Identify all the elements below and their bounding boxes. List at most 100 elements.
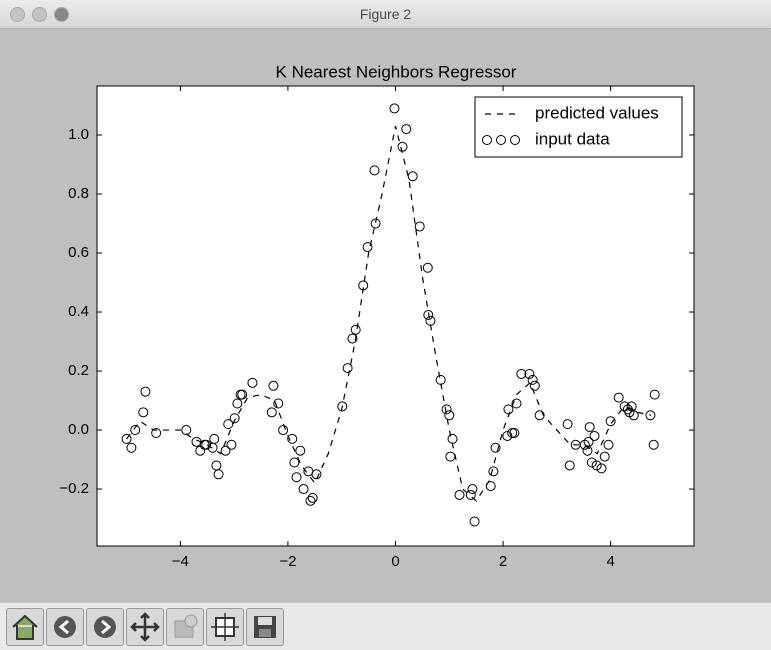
data-point [307, 492, 318, 503]
data-point [151, 427, 162, 438]
title-bar: Figure 2 [0, 0, 771, 29]
minimize-button[interactable] [32, 7, 47, 22]
zoom-rect-button[interactable] [166, 608, 204, 646]
data-point [649, 389, 660, 400]
data-point [223, 419, 234, 430]
data-point [401, 124, 412, 135]
legend-label: predicted values [535, 103, 659, 122]
data-point [273, 398, 284, 409]
data-point [511, 398, 522, 409]
data-point [591, 460, 602, 471]
x-tick-label: 2 [499, 553, 507, 570]
data-point [370, 218, 381, 229]
y-tick-label: 0.6 [68, 244, 89, 261]
data-point [465, 489, 476, 500]
y-tick-label: 0.8 [68, 185, 89, 202]
data-point [358, 280, 369, 291]
data-point [181, 425, 192, 436]
pan-button[interactable] [126, 608, 164, 646]
data-point [503, 404, 514, 415]
data-point [648, 439, 659, 450]
y-tick-label: 0.0 [68, 421, 89, 438]
data-point [628, 410, 639, 421]
data-point [435, 374, 446, 385]
window-title: Figure 2 [359, 6, 412, 22]
data-point [534, 410, 545, 421]
data-point [232, 398, 243, 409]
forward-button[interactable] [86, 608, 124, 646]
data-point [311, 469, 322, 480]
data-point [589, 430, 600, 441]
save-button[interactable] [246, 608, 284, 646]
data-point [397, 141, 408, 152]
data-point [603, 439, 614, 450]
data-point [645, 410, 656, 421]
data-point [605, 416, 616, 427]
data-point [423, 309, 434, 320]
data-point [130, 425, 141, 436]
data-point [447, 433, 458, 444]
data-point [490, 442, 501, 453]
data-point [138, 407, 149, 418]
x-tick-label: −2 [279, 553, 296, 570]
data-point [369, 165, 380, 176]
data-point [599, 451, 610, 462]
data-point [622, 404, 633, 415]
data-point [342, 363, 353, 374]
data-point [266, 407, 277, 418]
subplots-button[interactable] [206, 608, 244, 646]
data-point [350, 324, 361, 335]
data-point [425, 315, 436, 326]
data-point [524, 368, 535, 379]
data-point [298, 484, 309, 495]
data-point [441, 404, 452, 415]
back-button[interactable] [46, 608, 84, 646]
data-point [287, 433, 298, 444]
data-point [529, 380, 540, 391]
legend-marker [510, 135, 520, 145]
data-point [454, 489, 465, 500]
data-point [586, 457, 597, 468]
y-tick-label: 0.2 [68, 362, 89, 379]
data-point [488, 466, 499, 477]
data-point [562, 419, 573, 430]
zoom-button[interactable] [54, 7, 69, 22]
data-point [584, 422, 595, 433]
data-point [213, 469, 224, 480]
data-point [295, 445, 306, 456]
data-point [201, 439, 212, 450]
data-point [268, 380, 279, 391]
data-point [613, 392, 624, 403]
data-point [407, 171, 418, 182]
legend-marker [496, 135, 506, 145]
data-point [444, 410, 455, 421]
data-point [362, 242, 373, 253]
data-point [278, 425, 289, 436]
close-button[interactable] [10, 7, 25, 22]
legend-box [474, 96, 683, 158]
data-point [414, 221, 425, 232]
data-point [579, 439, 590, 450]
data-point [305, 495, 316, 506]
data-point [596, 463, 607, 474]
toolbar [0, 602, 771, 650]
data-point [209, 433, 220, 444]
data-point [140, 386, 151, 397]
data-point [126, 442, 137, 453]
data-point [445, 451, 456, 462]
data-point [485, 481, 496, 492]
data-point [291, 472, 302, 483]
data-point [502, 430, 513, 441]
data-point [389, 103, 400, 114]
data-point [619, 401, 630, 412]
data-point [337, 401, 348, 412]
y-tick-label: 0.4 [68, 303, 89, 320]
data-point [469, 516, 480, 527]
data-point [289, 457, 300, 468]
home-button[interactable] [6, 608, 44, 646]
data-point [247, 377, 258, 388]
predicted-line [126, 125, 652, 502]
data-point [467, 484, 478, 495]
x-tick-label: 0 [391, 553, 399, 570]
